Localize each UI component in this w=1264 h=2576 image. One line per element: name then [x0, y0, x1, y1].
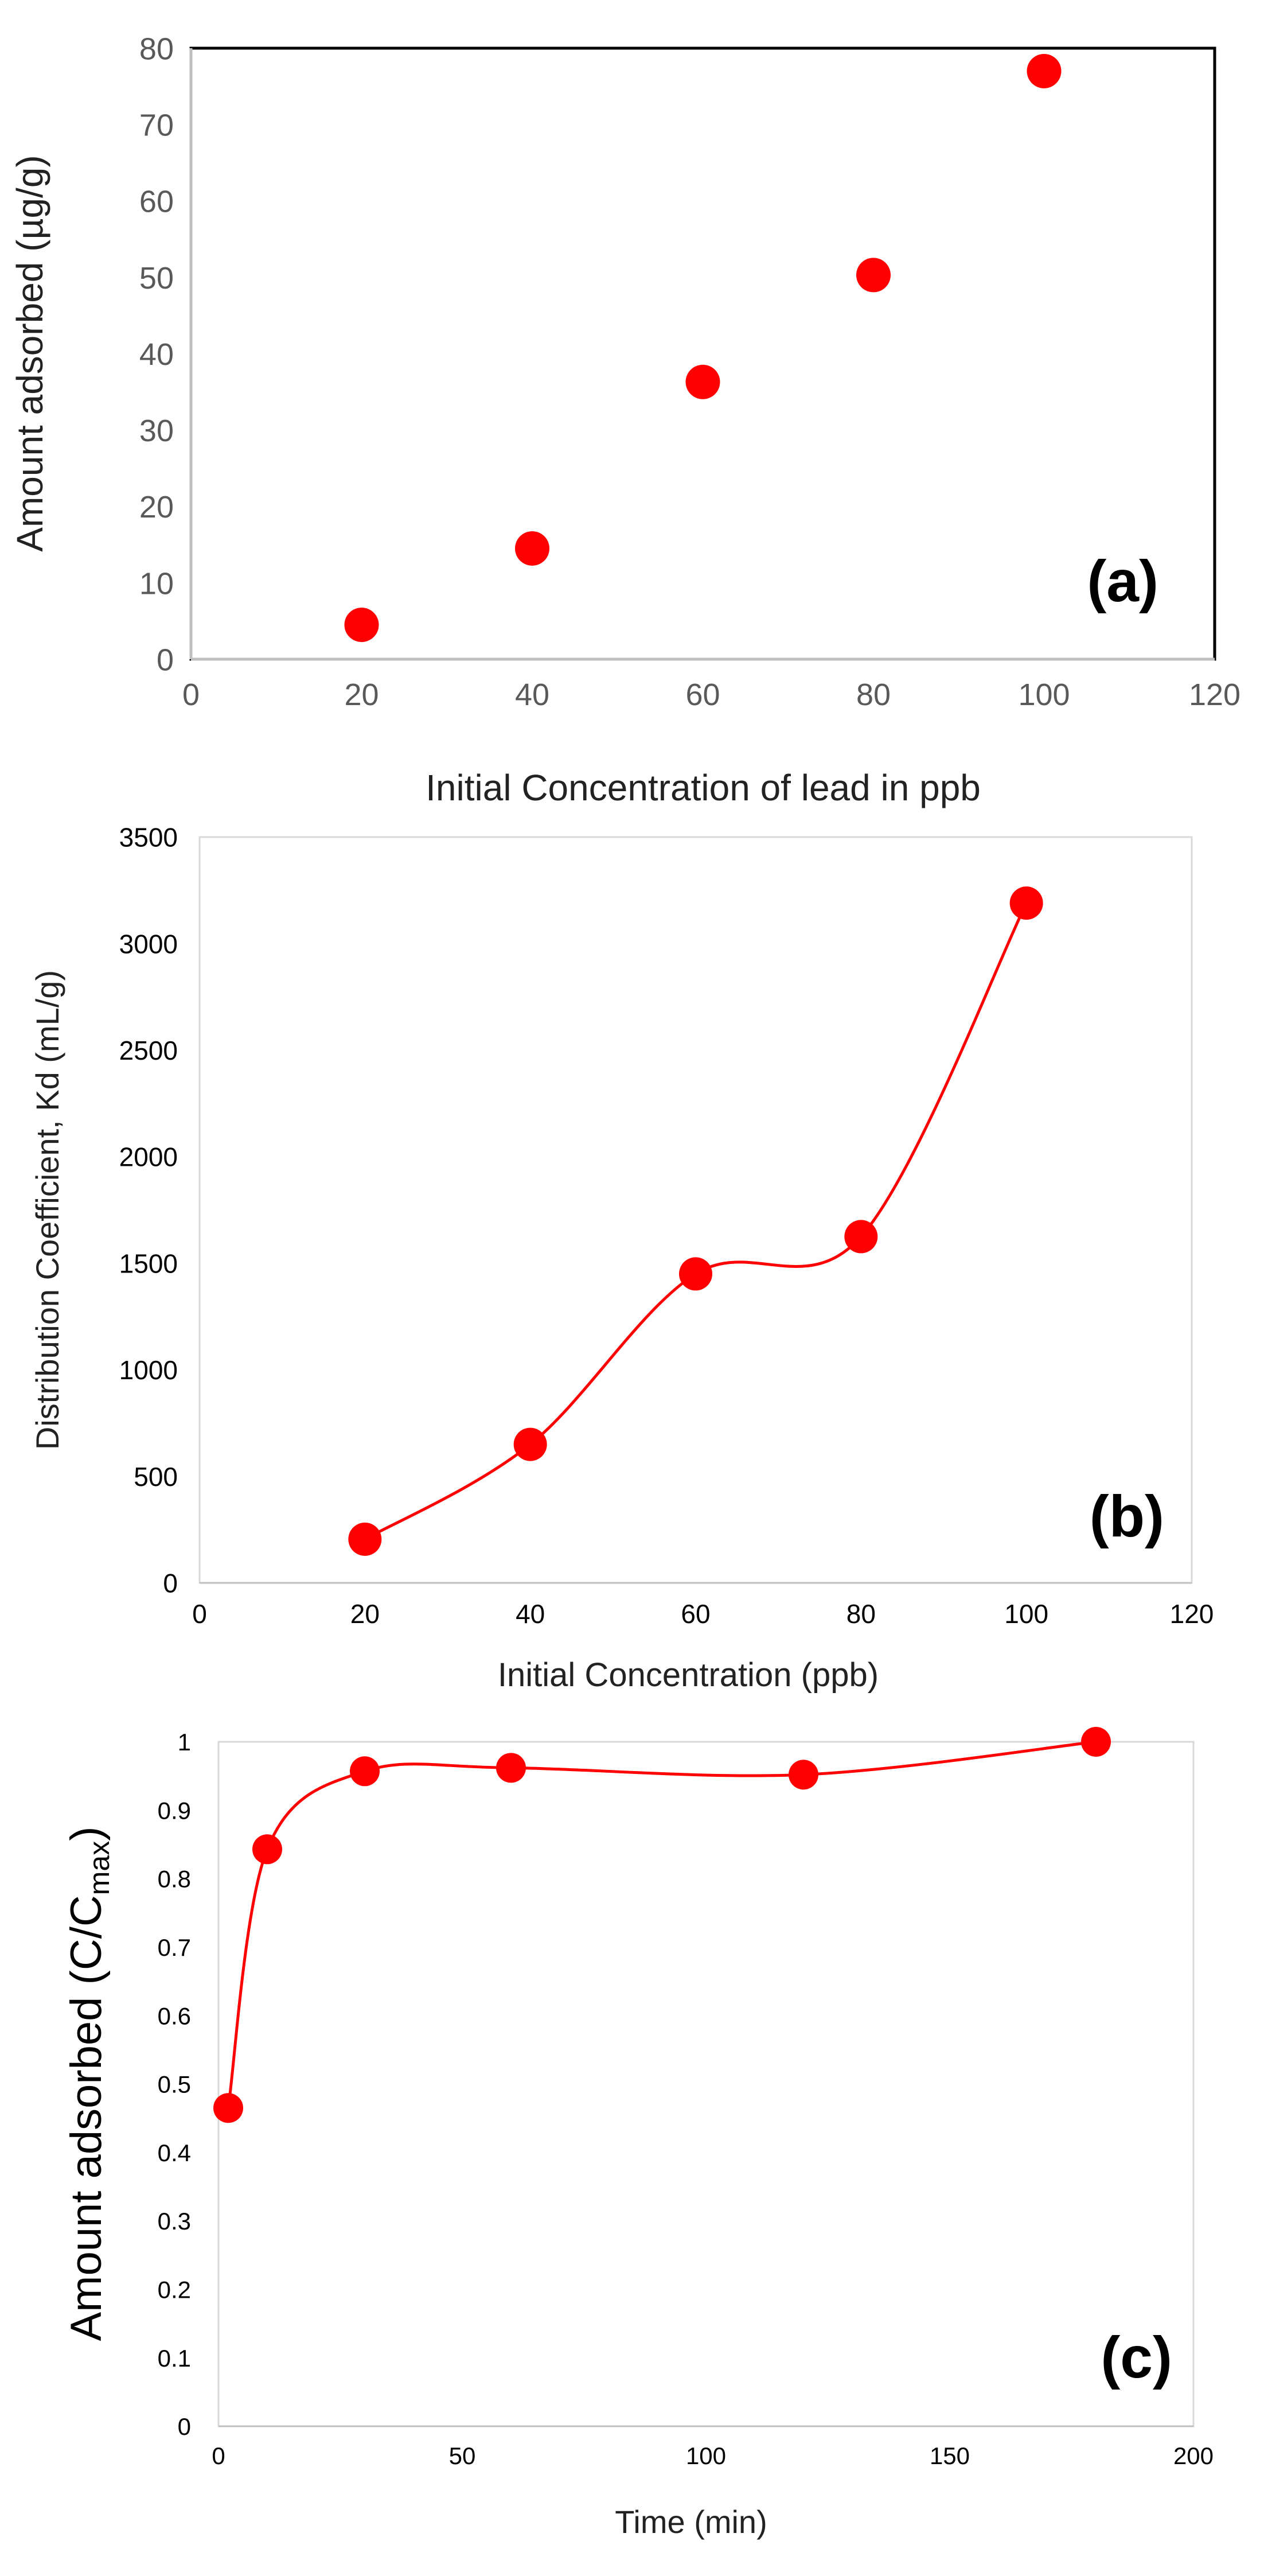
- y-tick-label-c: 0.7: [158, 1934, 191, 1961]
- x-tick-label-c: 50: [449, 2442, 476, 2469]
- x-tick-label-a: 0: [182, 678, 200, 712]
- y-tick-label-b: 2500: [119, 1036, 178, 1065]
- panel-c: 0 50 100 150 200 0 0.1 0.2 0.3 0.4 0.5 0.6 0.7 0.8 0.…: [62, 1727, 1214, 2540]
- x-ticks-a: 0 20 40 60 80 100 120: [182, 678, 1240, 712]
- y-tick-label-c: 0.6: [158, 2002, 191, 2029]
- data-point-b-4: [844, 1220, 878, 1254]
- plot-area-a: [189, 46, 1216, 661]
- y-tick-label-a: 80: [139, 32, 174, 66]
- y-tick-label-c: 0.3: [158, 2208, 191, 2235]
- y-axis-label-a: Amount adsorbed (µg/g): [9, 155, 50, 551]
- series-curve-b: [364, 902, 1028, 1541]
- x-tick-label-b: 40: [516, 1599, 545, 1629]
- x-tick-label-a: 120: [1189, 678, 1240, 712]
- y-tick-label-c: 0.2: [158, 2277, 191, 2303]
- data-point-a-4: [856, 258, 891, 293]
- y-tick-label-c: 0.1: [158, 2345, 191, 2372]
- points-b: [348, 886, 1043, 1556]
- panel-label-c: (c): [1101, 2325, 1172, 2390]
- x-tick-label-a: 20: [344, 678, 379, 712]
- y-tick-label-c: 0.5: [158, 2071, 191, 2098]
- y-tick-label-b: 2000: [119, 1142, 178, 1172]
- y-tick-label-a: 40: [139, 337, 174, 372]
- series-curve-c: [227, 1740, 1097, 2108]
- y-tick-label-b: 3000: [119, 929, 178, 959]
- data-point-c-5: [789, 1760, 818, 1790]
- data-point-c-2: [252, 1834, 282, 1865]
- plot-area-c: [217, 1741, 1195, 2427]
- y-ticks-c: 0 0.1 0.2 0.3 0.4 0.5 0.6 0.7 0.8 0.9 1: [158, 1729, 191, 2440]
- y-tick-label-c: 0.9: [158, 1797, 191, 1824]
- data-point-a-1: [344, 608, 379, 643]
- y-tick-label-a: 70: [139, 108, 174, 143]
- x-tick-label-c: 200: [1173, 2442, 1214, 2469]
- data-point-c-4: [496, 1753, 526, 1783]
- panel-a: 0 20 40 60 80 100 120 0 10 20 30 40 50 60 70 80 Initia…: [9, 32, 1240, 808]
- y-tick-label-a: 60: [139, 185, 174, 219]
- data-point-a-5: [1027, 53, 1062, 88]
- x-tick-label-b: 80: [846, 1599, 876, 1629]
- panel-b: 0 20 40 60 80 100 120 0 500 1000 1500 2000 2500 3000…: [29, 823, 1214, 1694]
- x-ticks-c: 0 50 100 150 200: [212, 2442, 1214, 2469]
- x-tick-label-b: 0: [192, 1599, 207, 1629]
- y-axis-label-c-suffix: ): [62, 1826, 111, 1840]
- y-tick-label-c: 1: [178, 1729, 191, 1756]
- x-tick-label-a: 100: [1018, 678, 1070, 712]
- data-point-c-6: [1081, 1727, 1111, 1757]
- y-axis-label-b: Distribution Coefficient, Kd (mL/g): [29, 970, 65, 1450]
- data-point-b-3: [679, 1257, 712, 1291]
- x-tick-label-c: 100: [686, 2442, 726, 2469]
- data-point-b-2: [513, 1427, 547, 1461]
- data-point-c-3: [350, 1756, 380, 1787]
- y-tick-label-a: 30: [139, 414, 174, 448]
- y-tick-label-a: 50: [139, 261, 174, 295]
- x-tick-label-a: 60: [685, 678, 720, 712]
- y-axis-label-c: Amount adsorbed (C/Cmax): [62, 1826, 115, 2341]
- plot-area-b: [198, 836, 1193, 1584]
- x-axis-label-a: Initial Concentration of lead in ppb: [426, 767, 981, 808]
- x-tick-label-b: 120: [1170, 1599, 1214, 1629]
- x-axis-label-b: Initial Concentration (ppb): [498, 1656, 879, 1694]
- y-tick-label-b: 500: [134, 1462, 178, 1492]
- x-tick-label-a: 40: [515, 678, 549, 712]
- data-point-b-1: [348, 1522, 382, 1556]
- x-axis-label-c: Time (min): [615, 2504, 767, 2540]
- y-ticks-b: 0 500 1000 1500 2000 2500 3000 3500: [119, 823, 178, 1598]
- points-a: [344, 53, 1062, 643]
- y-tick-label-a: 0: [157, 643, 174, 677]
- panel-label-a: (a): [1087, 548, 1158, 614]
- data-point-a-3: [685, 364, 720, 399]
- x-tick-label-b: 20: [350, 1599, 380, 1629]
- data-point-c-1: [213, 2093, 243, 2123]
- data-point-b-5: [1009, 886, 1043, 920]
- y-tick-label-c: 0.8: [158, 1866, 191, 1893]
- panel-label-b: (b): [1090, 1484, 1164, 1549]
- y-tick-label-b: 1000: [119, 1355, 178, 1385]
- data-point-a-2: [515, 531, 549, 566]
- y-axis-label-c-sub: max: [83, 1841, 115, 1895]
- x-tick-label-c: 0: [212, 2442, 225, 2469]
- y-tick-label-b: 3500: [119, 823, 178, 853]
- x-tick-label-c: 150: [930, 2442, 970, 2469]
- x-tick-label-a: 80: [856, 678, 891, 712]
- y-ticks-a: 0 10 20 30 40 50 60 70 80: [139, 32, 174, 677]
- y-tick-label-a: 20: [139, 490, 174, 524]
- y-tick-label-b: 0: [163, 1569, 178, 1598]
- y-tick-label-a: 10: [139, 566, 174, 601]
- y-axis-label-c-main: Amount adsorbed (C/C: [62, 1895, 111, 2341]
- y-tick-label-c: 0.4: [158, 2139, 191, 2166]
- x-tick-label-b: 100: [1004, 1599, 1048, 1629]
- y-tick-label-c: 0: [178, 2413, 191, 2440]
- y-tick-label-b: 1500: [119, 1248, 178, 1278]
- x-tick-label-b: 60: [681, 1599, 710, 1629]
- x-ticks-b: 0 20 40 60 80 100 120: [192, 1599, 1214, 1629]
- points-c: [213, 1727, 1111, 2123]
